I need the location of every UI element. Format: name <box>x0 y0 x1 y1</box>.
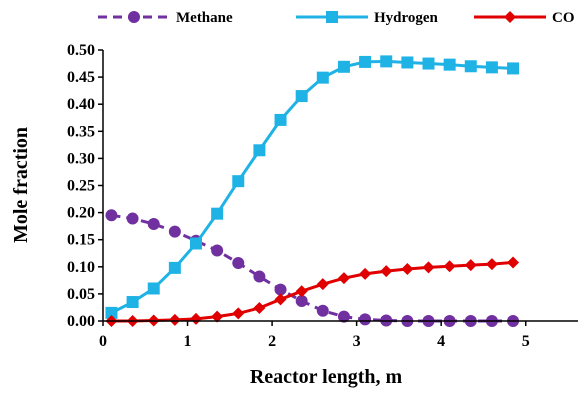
data-point-co <box>316 278 329 291</box>
data-point-methane <box>337 310 350 323</box>
data-point-co <box>485 258 498 271</box>
data-point-co <box>211 310 224 323</box>
data-point-methane <box>105 209 118 222</box>
data-point-hydrogen <box>380 55 393 68</box>
y-tick-label: 0.20 <box>67 205 95 222</box>
legend-item-hydrogen: Hydrogen <box>296 10 439 26</box>
data-point-methane <box>126 212 139 225</box>
data-point-hydrogen <box>126 296 139 309</box>
series-layer <box>105 55 520 327</box>
x-tick-label: 5 <box>522 333 530 350</box>
data-point-co <box>253 301 266 314</box>
data-point-co <box>380 265 393 278</box>
data-point-co <box>274 293 287 306</box>
data-point-co <box>295 285 308 298</box>
data-point-hydrogen <box>443 58 456 71</box>
data-point-hydrogen <box>190 237 202 250</box>
series-line-hydrogen <box>110 59 514 315</box>
data-point-hydrogen <box>316 71 329 84</box>
legend-label-co: CO <box>552 10 575 26</box>
data-point-co <box>443 260 456 273</box>
legend-marker-methane <box>128 11 140 23</box>
y-tick-label: 0.45 <box>67 69 95 86</box>
data-point-co <box>359 267 372 280</box>
data-point-hydrogen <box>464 60 477 73</box>
data-point-hydrogen <box>168 261 181 274</box>
series-co <box>105 256 520 327</box>
data-point-methane <box>253 270 266 283</box>
x-tick-label: 4 <box>437 333 445 350</box>
series-methane <box>105 209 520 327</box>
data-point-hydrogen <box>232 175 245 188</box>
axes: 0.00 0.05 0.10 0.15 0.20 0.25 0.30 0.35 0.40 0.45… <box>67 42 578 350</box>
data-point-hydrogen <box>274 113 287 126</box>
legend: Methane Hydrogen CO <box>98 10 575 26</box>
data-point-co <box>190 312 202 325</box>
data-point-methane <box>168 225 181 238</box>
legend-label-methane: Methane <box>176 10 233 26</box>
data-point-hydrogen <box>507 62 520 75</box>
legend-marker-hydrogen <box>326 11 338 23</box>
data-point-co <box>232 307 245 320</box>
y-tick-label: 0.25 <box>67 178 95 195</box>
legend-item-co: CO <box>474 10 575 26</box>
data-point-methane <box>147 217 160 230</box>
x-axis-title: Reactor length, m <box>250 366 403 388</box>
data-point-hydrogen <box>253 144 266 157</box>
legend-label-hydrogen: Hydrogen <box>374 10 439 26</box>
data-point-hydrogen <box>359 55 372 68</box>
y-tick-label: 0.35 <box>67 123 95 140</box>
data-point-co <box>401 262 414 275</box>
y-tick-label: 0.30 <box>67 150 95 167</box>
x-tick-label: 3 <box>353 333 361 350</box>
legend-marker-co <box>504 11 516 23</box>
data-point-hydrogen <box>147 282 160 295</box>
x-tick-label: 1 <box>184 333 192 350</box>
y-tick-label: 0.50 <box>67 42 95 59</box>
data-point-hydrogen <box>211 207 224 220</box>
data-point-hydrogen <box>337 60 350 73</box>
y-axis-title: Mole fraction <box>10 127 32 243</box>
y-tick-label: 0.00 <box>67 313 95 330</box>
series-hydrogen <box>105 55 520 319</box>
data-point-hydrogen <box>485 61 498 74</box>
data-point-hydrogen <box>295 90 308 103</box>
data-point-methane <box>232 257 245 270</box>
data-point-hydrogen <box>422 57 435 70</box>
data-point-hydrogen <box>105 306 118 319</box>
data-point-methane <box>274 283 287 296</box>
y-tick-label: 0.05 <box>67 286 95 303</box>
data-point-co <box>168 313 181 326</box>
data-point-methane <box>316 304 329 317</box>
data-point-co <box>337 272 350 285</box>
data-point-methane <box>359 313 372 326</box>
data-point-methane <box>295 294 308 307</box>
y-tick-label: 0.10 <box>67 259 95 276</box>
data-point-methane <box>211 244 224 257</box>
legend-item-methane: Methane <box>98 10 233 26</box>
data-point-hydrogen <box>401 56 414 69</box>
y-tick-label: 0.40 <box>67 96 95 113</box>
data-point-co <box>464 259 477 272</box>
data-point-co <box>507 256 520 269</box>
data-point-co <box>422 261 435 274</box>
x-tick-label: 2 <box>268 333 276 350</box>
y-tick-label: 0.15 <box>67 232 95 249</box>
x-tick-label: 0 <box>99 333 107 350</box>
